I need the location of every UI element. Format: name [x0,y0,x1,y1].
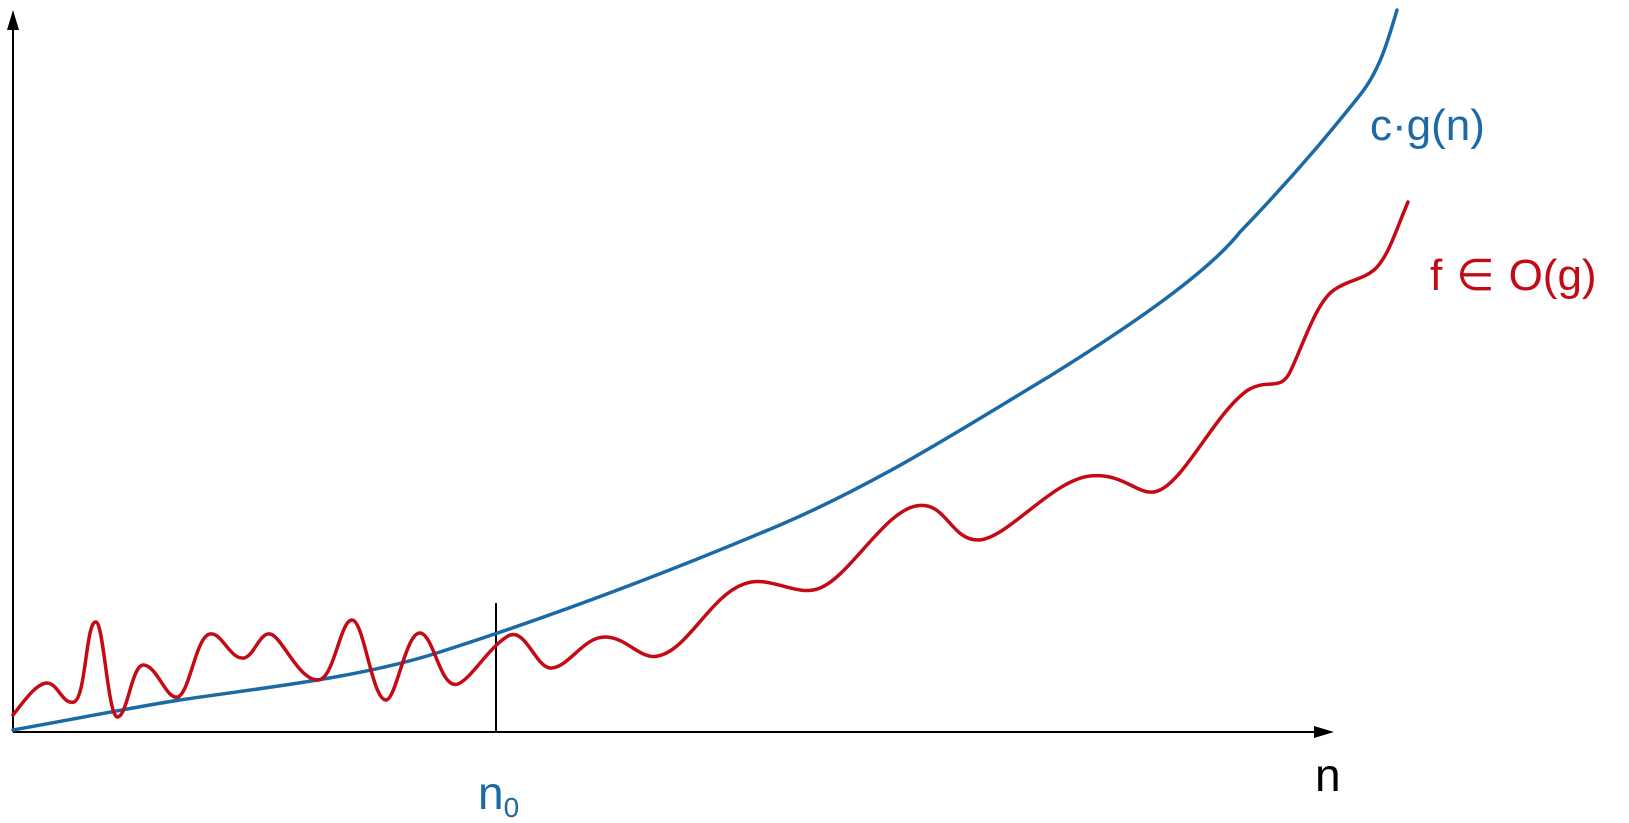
x-axis-label: n [1315,749,1341,801]
cg-curve [11,8,1399,732]
element-of-symbol: ∈ [1456,251,1495,300]
n0-label: n0 [478,770,519,822]
x-axis-arrowhead [1314,726,1334,738]
f-label-prefix: f [1430,251,1443,300]
n0-label-main: n [478,767,504,819]
n0-label-subscript: 0 [503,792,520,823]
f-curve [11,200,1410,719]
f-label-suffix: O(g) [1508,251,1597,300]
cg-curve-label: c·g(n) [1370,101,1485,150]
y-axis-arrowhead [7,10,19,30]
f-curve-label: f ∈ O(g) [1430,254,1597,298]
axes [7,10,1334,738]
